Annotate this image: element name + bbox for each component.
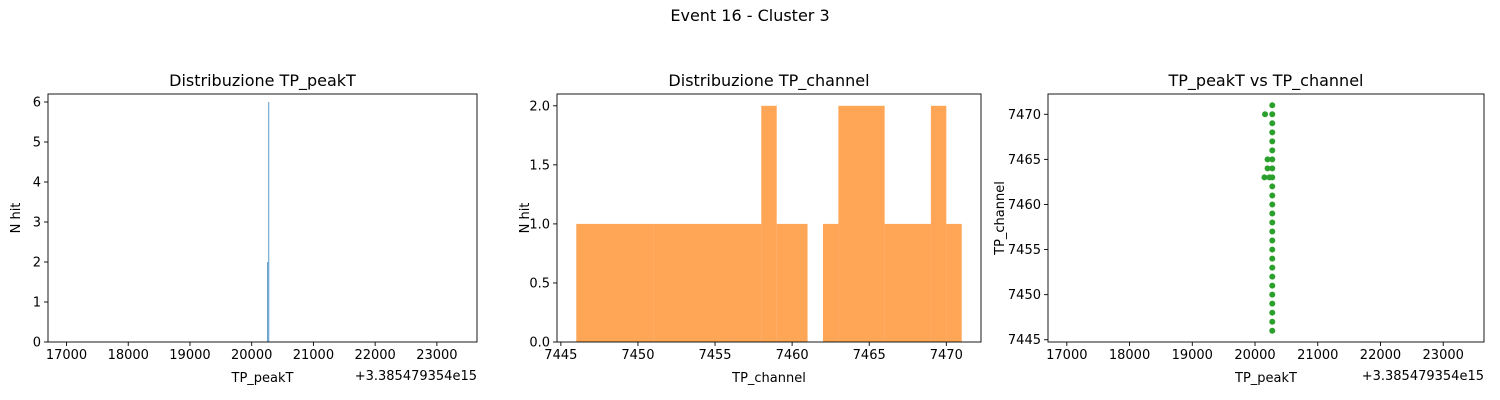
- histogram-bar: [838, 105, 885, 342]
- scatter-point: [1269, 264, 1276, 271]
- scatter-point: [1269, 111, 1276, 118]
- scatter-point: [1269, 201, 1276, 208]
- histogram-bar: [761, 105, 777, 342]
- x-tick-label: 7460: [776, 348, 809, 363]
- scatter-point: [1269, 102, 1276, 109]
- y-tick-label: 0.0: [529, 336, 550, 351]
- scatter-point: [1264, 156, 1271, 163]
- scatter-point: [1269, 120, 1276, 127]
- histogram-bar: [576, 223, 654, 342]
- x-tick-label: 7470: [930, 348, 963, 363]
- y-tick-label: 0: [33, 336, 41, 351]
- y-tick-label: 7450: [1008, 288, 1041, 303]
- y-axis-label: N hit: [518, 203, 533, 234]
- scatter-point: [1269, 228, 1276, 235]
- y-tick-label: 2: [33, 256, 41, 271]
- scatter-point: [1269, 129, 1276, 136]
- histogram-bar: [822, 223, 839, 342]
- histogram-bar: [267, 262, 269, 342]
- x-tick-label: 7450: [621, 348, 654, 363]
- scatter-point: [1269, 246, 1276, 253]
- scatter-point: [1269, 192, 1276, 199]
- scatter-point: [1264, 165, 1271, 172]
- y-tick-label: 1: [33, 296, 41, 311]
- histogram-bar: [884, 223, 931, 342]
- scatter-point: [1269, 282, 1276, 289]
- x-axis-label: TP_channel: [731, 371, 806, 386]
- x-tick-label: 20000: [1234, 348, 1275, 363]
- x-tick-label: 18000: [108, 348, 149, 363]
- figure-title: Event 16 - Cluster 3: [670, 6, 830, 25]
- histogram-bar: [776, 223, 808, 342]
- y-tick-label: 2.0: [529, 99, 550, 114]
- x-tick-label: 20000: [231, 348, 272, 363]
- y-tick-label: 4: [33, 176, 41, 191]
- x-axis-label: TP_peakT: [1234, 371, 1297, 386]
- scatter-point: [1269, 219, 1276, 226]
- x-tick-label: 7465: [853, 348, 886, 363]
- scatter-point: [1266, 174, 1273, 181]
- y-tick-label: 6: [33, 96, 41, 111]
- x-tick-label: 19000: [1172, 348, 1213, 363]
- x-tick-label: 7445: [544, 348, 577, 363]
- panel-title: Distribuzione TP_channel: [668, 71, 869, 91]
- histogram-bar: [730, 223, 762, 342]
- x-tick-label: 19000: [169, 348, 210, 363]
- y-axis-label: TP_channel: [993, 181, 1008, 256]
- scatter-point: [1269, 300, 1276, 307]
- panel-title: Distribuzione TP_peakT: [169, 71, 356, 91]
- chart-panel-2: 7445 7450 7455 7460 7465 7470 0.0 0.5 1.0 1.5 2.0 D…: [518, 71, 982, 386]
- plot-frame: [556, 93, 982, 343]
- histogram-bar: [653, 223, 731, 342]
- plot-frame: [1047, 93, 1485, 343]
- plot-frame: [47, 93, 478, 343]
- y-tick-label: 7460: [1008, 198, 1041, 213]
- y-tick-label: 7470: [1008, 108, 1041, 123]
- y-tick-label: 5: [33, 136, 41, 151]
- x-tick-label: 7455: [698, 348, 731, 363]
- scatter-point: [1269, 318, 1276, 325]
- y-tick-label: 7455: [1008, 243, 1041, 258]
- y-axis-label: N hit: [9, 203, 24, 234]
- scatter-point: [1269, 273, 1276, 280]
- histogram-bar: [946, 223, 962, 342]
- histogram-bar: [930, 105, 947, 342]
- y-tick-label: 0.5: [529, 276, 550, 291]
- x-tick-label: 18000: [1109, 348, 1150, 363]
- scatter-point: [1269, 327, 1276, 334]
- scatter-point: [1269, 147, 1276, 154]
- y-tick-label: 7445: [1008, 333, 1041, 348]
- x-tick-label: 22000: [354, 348, 395, 363]
- y-tick-label: 1.5: [529, 158, 550, 173]
- histogram-bar: [268, 102, 270, 342]
- x-tick-label: 23000: [416, 348, 457, 363]
- x-tick-label: 17000: [1046, 348, 1087, 363]
- y-tick-label: 7465: [1008, 153, 1041, 168]
- scatter-point: [1269, 165, 1276, 172]
- chart-panel-3: 17000 18000 19000 20000 21000 22000 23000 7445 7…: [993, 71, 1485, 386]
- scatter-point: [1269, 291, 1276, 298]
- x-offset-label: +3.385479354e15: [1362, 369, 1484, 384]
- x-tick-label: 21000: [1297, 348, 1338, 363]
- scatter-point: [1269, 309, 1276, 316]
- chart-panel-1: 17000 18000 19000 20000 21000 22000 23000 0 1 2 3 4…: [9, 71, 478, 386]
- x-offset-label: +3.385479354e15: [355, 369, 477, 384]
- scatter-point: [1269, 156, 1276, 163]
- x-tick-label: 23000: [1423, 348, 1464, 363]
- x-tick-label: 21000: [293, 348, 334, 363]
- x-axis-label: TP_peakT: [231, 371, 294, 386]
- panel-title: TP_peakT vs TP_channel: [1168, 71, 1364, 91]
- scatter-point: [1269, 237, 1276, 244]
- y-tick-label: 1.0: [529, 217, 550, 232]
- scatter-point: [1262, 111, 1269, 118]
- x-tick-label: 17000: [46, 348, 87, 363]
- scatter-point: [1261, 174, 1268, 181]
- x-tick-label: 22000: [1360, 348, 1401, 363]
- scatter-point: [1269, 255, 1276, 262]
- scatter-point: [1269, 183, 1276, 190]
- scatter-point: [1269, 210, 1276, 217]
- y-tick-label: 3: [33, 216, 41, 231]
- scatter-point: [1269, 138, 1276, 145]
